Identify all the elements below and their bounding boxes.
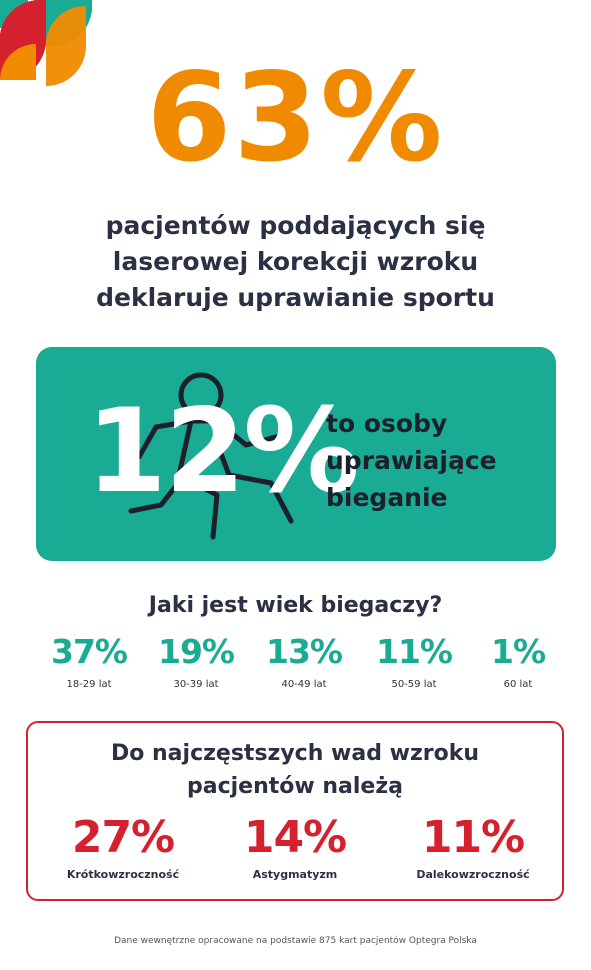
hero-subtitle-line: laserowej korekcji wzroku [112,247,479,276]
defect-label: Dalekowzroczność [416,868,530,881]
vision-defects-heading-line: pacjentów należą [187,774,403,799]
age-stat-label: 50-59 lat [391,679,437,690]
defect-label: Krótkowzroczność [66,868,180,881]
age-stat-percent: 11% [376,632,453,671]
age-stat-label: 30-39 lat [173,679,219,690]
age-stat-label: 18-29 lat [66,679,112,690]
defect-percent: 27% [71,812,175,863]
running-stat-box: 12% to osoby uprawiające bieganie [36,347,556,561]
defect-myopia: 27% Krótkowzroczność [38,811,208,883]
defect-label: Astygmatyzm [252,868,338,881]
running-description-line: bieganie [326,483,448,512]
source-footnote: Dane wewnętrzne opracowane na podstawie … [114,936,477,946]
age-stat-percent: 19% [158,632,235,671]
hero-subtitle-line: pacjentów poddających się [105,211,486,240]
defect-hyperopia: 11% Dalekowzroczność [388,811,558,883]
age-stat-50-59: 11% 50-59 lat [354,630,474,692]
age-stat-percent: 13% [266,632,343,671]
vision-defects-box: Do najczęstszych wad wzroku pacjentów na… [26,721,564,901]
running-description-line: to osoby [326,409,448,438]
age-stat-label: 60 lat [503,679,533,690]
age-stat-40-49: 13% 40-49 lat [244,630,364,692]
defect-percent: 14% [243,812,347,863]
age-stat-18-29: 37% 18-29 lat [29,630,149,692]
vision-defects-heading: Do najczęstszych wad wzroku pacjentów na… [28,737,562,803]
hero-percent: 63% [146,47,445,189]
age-stat-percent: 37% [51,632,128,671]
age-heading: Jaki jest wiek biegaczy? [148,593,443,618]
hero-subtitle: pacjentów poddających się laserowej kore… [0,208,591,316]
defect-astigmatism: 14% Astygmatyzm [210,811,380,883]
age-stat-60: 1% 60 lat [458,630,578,692]
running-description-line: uprawiające [326,446,497,475]
running-percent: 12% [86,384,360,519]
running-description: to osoby uprawiające bieganie [326,405,497,516]
age-stat-percent: 1% [490,632,546,671]
age-stat-label: 40-49 lat [281,679,327,690]
vision-defects-heading-line: Do najczęstszych wad wzroku [110,741,480,766]
defect-percent: 11% [421,812,525,863]
hero-subtitle-line: deklaruje uprawianie sportu [96,283,495,312]
runner-icon [128,372,294,540]
brand-logo-icon [0,0,92,87]
age-stat-30-39: 19% 30-39 lat [136,630,256,692]
